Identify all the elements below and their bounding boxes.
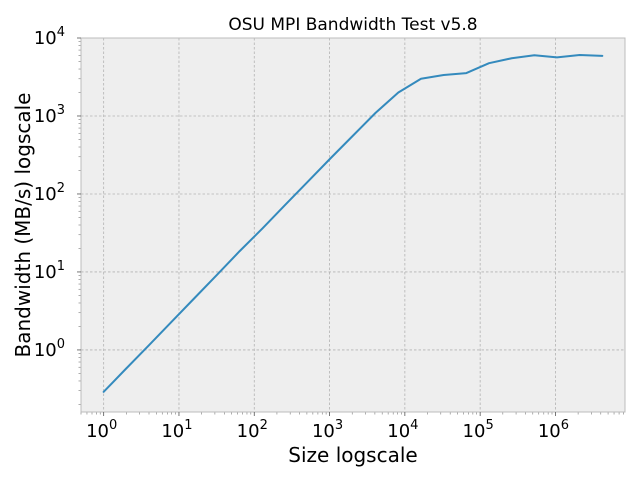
y-tick-label-base-0: 10 [34,340,57,361]
x-tick-label-base-3: 10 [312,421,335,442]
x-tick-label-0: 100 [86,418,117,442]
y-tick-label-3: 103 [34,103,65,127]
plot-frame [80,37,626,413]
x-tick-label-2: 102 [237,418,268,442]
x-tick-label-exp-2: 2 [260,418,268,433]
grid-lines [81,37,625,412]
y-tick-label-base-3: 10 [34,106,57,127]
y-tick-label-exp-1: 1 [57,259,65,274]
x-tick-label-exp-1: 1 [184,418,192,433]
x-tick-label-exp-6: 6 [561,418,569,433]
chart-title: OSU MPI Bandwidth Test v5.8 [228,15,477,35]
x-tick-label-1: 101 [161,418,192,442]
x-tick-label-5: 105 [463,418,494,442]
x-tick-label-base-1: 10 [161,421,184,442]
x-tick-label-exp-4: 4 [410,418,418,433]
x-tick-label-exp-5: 5 [485,418,493,433]
x-tick-label-3: 103 [312,418,343,442]
y-tick-label-base-2: 10 [34,184,57,205]
x-tick-label-base-2: 10 [237,421,260,442]
x-tick-label-exp-0: 0 [109,418,117,433]
x-tick-label-exp-3: 3 [335,418,343,433]
series-line-0 [102,54,604,393]
x-tick-label-4: 104 [387,418,418,442]
x-tick-label-base-5: 10 [463,421,486,442]
x-tick-label-base-0: 10 [86,421,109,442]
y-tick-label-2: 102 [34,181,65,205]
y-tick-label-exp-4: 4 [57,25,65,40]
y-tick-label-exp-2: 2 [57,181,65,196]
y-tick-label-0: 100 [34,337,65,361]
y-tick-label-4: 104 [34,25,65,49]
y-tick-label-exp-0: 0 [57,337,65,352]
x-tick-label-base-6: 10 [538,421,561,442]
y-tick-label-base-1: 10 [34,262,57,283]
series-layer [102,54,604,393]
x-tick-label-6: 106 [538,418,569,442]
y-tick-label-base-4: 10 [34,28,57,49]
plot-background [81,38,625,412]
x-tick-label-base-4: 10 [387,421,410,442]
y-axis-label: Bandwidth (MB/s) logscale [11,93,35,358]
y-tick-label-exp-3: 3 [57,103,65,118]
x-axis-label: Size logscale [288,443,417,467]
y-tick-label-1: 101 [34,259,65,283]
